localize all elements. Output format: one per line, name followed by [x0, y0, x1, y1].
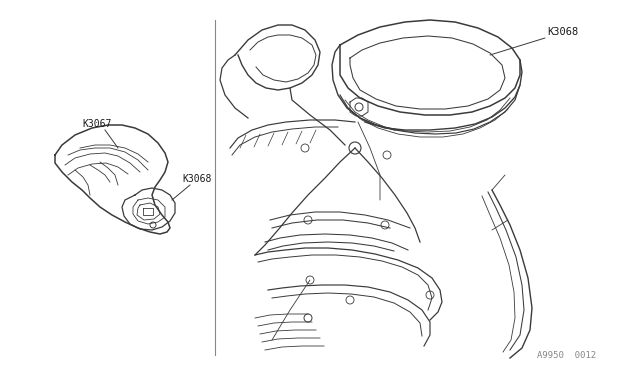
Text: K3068: K3068	[547, 27, 579, 37]
Text: A9950  0012: A9950 0012	[538, 350, 596, 359]
Text: K3068: K3068	[182, 174, 211, 184]
Text: K3067: K3067	[82, 119, 111, 129]
